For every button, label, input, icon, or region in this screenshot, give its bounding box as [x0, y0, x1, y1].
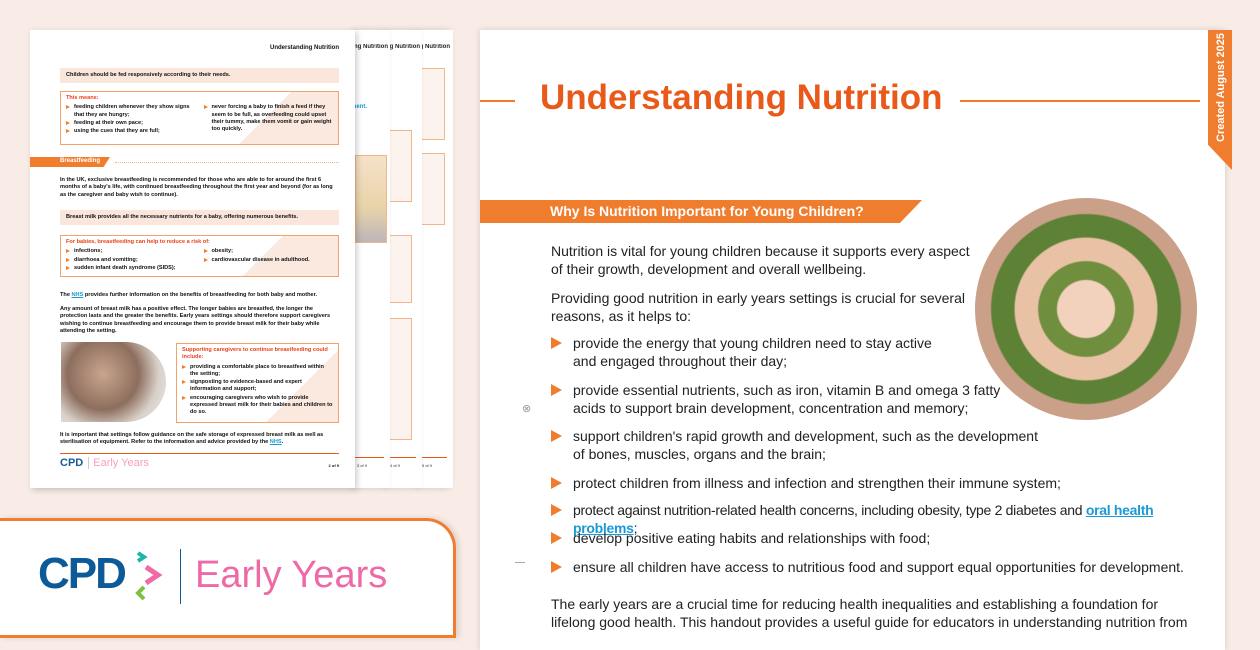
back-page-box [388, 130, 412, 202]
list-right: obesity; cardiovascular disease in adult… [203, 248, 334, 273]
list-item: signposting to evidence-based and expert… [182, 379, 333, 394]
info-box: This means: feeding children whenever th… [60, 91, 339, 145]
back-page-3: Understanding Nutrition ment. 3 of 9 [319, 30, 390, 488]
back-page-5: Understanding Nutrition 5 of 9 [381, 30, 453, 488]
list-left: infections; diarrhoea and vomiting; sudd… [66, 248, 196, 273]
callout: Breast milk provides all the necessary n… [60, 210, 339, 226]
mother-baby-photo [61, 342, 166, 422]
list-item: encouraging caregivers who wish to provi… [182, 395, 333, 417]
list-item: using the cues that they are full; [66, 128, 196, 135]
list: providing a comfortable place to breastf… [182, 364, 333, 417]
back-page-box [420, 68, 445, 140]
title-rule-right [960, 100, 1200, 102]
back-page-box [420, 153, 445, 225]
text: ; [633, 520, 638, 536]
bullet-item: provide essential nutrients, such as iro… [551, 381, 1021, 417]
list-item: never forcing a baby to finish a feed if… [203, 104, 334, 133]
logo-early-years: Early Years [195, 554, 388, 596]
link-snippet: ment. [351, 104, 368, 110]
nhs-link[interactable]: NHS [71, 292, 84, 298]
footer-line [388, 457, 416, 458]
created-date: Created August 2025 [1215, 32, 1227, 142]
logo-divider [180, 549, 181, 604]
list-item: cardiovascular disease in adulthood. [203, 257, 334, 264]
text: . [281, 439, 284, 446]
paragraph: Nutrition is vital for young children be… [551, 243, 970, 277]
bullet-item: provide the energy that young children n… [551, 334, 951, 370]
text: The [60, 292, 72, 298]
back-page-image [355, 155, 387, 243]
callout: Children should be fed responsively acco… [60, 68, 339, 84]
children-photo [975, 198, 1197, 420]
page-number: 2 of 9 [328, 462, 339, 468]
footer-line [355, 457, 384, 458]
back-page-4: Understanding Nutrition 4 of 9 [351, 30, 422, 488]
section-heading: Breastfeeding [30, 157, 110, 167]
margin-mark [515, 562, 525, 563]
bullet-item: develop positive eating habits and relat… [551, 529, 1171, 547]
divider [115, 162, 339, 163]
box-title: For babies, breastfeeding can help to re… [66, 239, 210, 245]
bullet-item: protect against nutrition-related health… [551, 501, 1211, 537]
oral-health-link[interactable]: oral health problems [573, 502, 1154, 536]
list-left: feeding children whenever they show sign… [66, 104, 196, 136]
brand-logo-card: CPD Early Years [0, 518, 456, 638]
bullet-item: protect children from illness and infect… [551, 474, 1171, 492]
created-date-ribbon: Created August 2025 [1208, 30, 1232, 170]
back-page-box [388, 318, 412, 440]
page-title: Understanding Nutrition [540, 78, 943, 117]
page-number: 5 of 9 [422, 463, 433, 468]
page-header: Understanding Nutrition [270, 45, 339, 51]
paragraph: The NHS provides further information on … [60, 292, 339, 299]
chevron-logo-icon [135, 551, 163, 601]
paragraph: Any amount of breast milk has a positive… [60, 306, 331, 334]
text: It is important that settings follow gui… [60, 432, 324, 446]
list-item: infections; [66, 248, 196, 255]
section-heading: Why Is Nutrition Important for Young Chi… [480, 200, 922, 223]
paragraph: In the UK, exclusive breastfeeding is re… [60, 177, 333, 198]
preview-page-2: Understanding Nutrition Children should … [30, 30, 355, 488]
paragraph: It is important that settings follow gui… [60, 432, 339, 447]
paragraph: The early years are a crucial time for r… [551, 596, 1188, 630]
main-page: Understanding Nutrition Created August 2… [480, 30, 1232, 650]
list-item: obesity; [203, 248, 334, 255]
list-item: diarrhoea and vomiting; [66, 257, 196, 264]
title-rule-left [480, 100, 515, 102]
close-circle-icon[interactable]: ⊗ [522, 403, 532, 415]
list-item: providing a comfortable place to breastf… [182, 364, 333, 379]
page-number: 4 of 9 [390, 463, 401, 468]
footer-logo: CPD Early Years [60, 456, 149, 470]
paragraph: Providing good nutrition in early years … [551, 290, 965, 324]
back-page-box [388, 235, 412, 303]
nhs-link[interactable]: NHS [269, 439, 282, 446]
page-number: 3 of 9 [357, 463, 368, 468]
bullet-item: ensure all children have access to nutri… [551, 558, 1211, 576]
list-item: feeding children whenever they show sign… [66, 104, 196, 119]
footer-line [420, 457, 447, 458]
bullet-item: support children's rapid growth and deve… [551, 427, 1051, 463]
logo-text: CPD [60, 456, 84, 469]
list-item: sudden infant death syndrome (SIDS); [66, 265, 196, 272]
text: protect against nutrition-related health… [573, 502, 1086, 518]
text: provides further information on the bene… [83, 292, 318, 298]
box-title: Supporting caregivers to continue breast… [182, 347, 328, 361]
logo-sub: Early Years [88, 456, 149, 469]
logo-cpd: CPD [38, 549, 127, 598]
list-item: feeding at their own pace; [66, 120, 196, 127]
list-right: never forcing a baby to finish a feed if… [203, 104, 334, 136]
info-box: For babies, breastfeeding can help to re… [60, 235, 339, 277]
footer-line [60, 453, 339, 454]
info-box: Supporting caregivers to continue breast… [176, 343, 339, 423]
box-title: This means: [66, 95, 99, 101]
